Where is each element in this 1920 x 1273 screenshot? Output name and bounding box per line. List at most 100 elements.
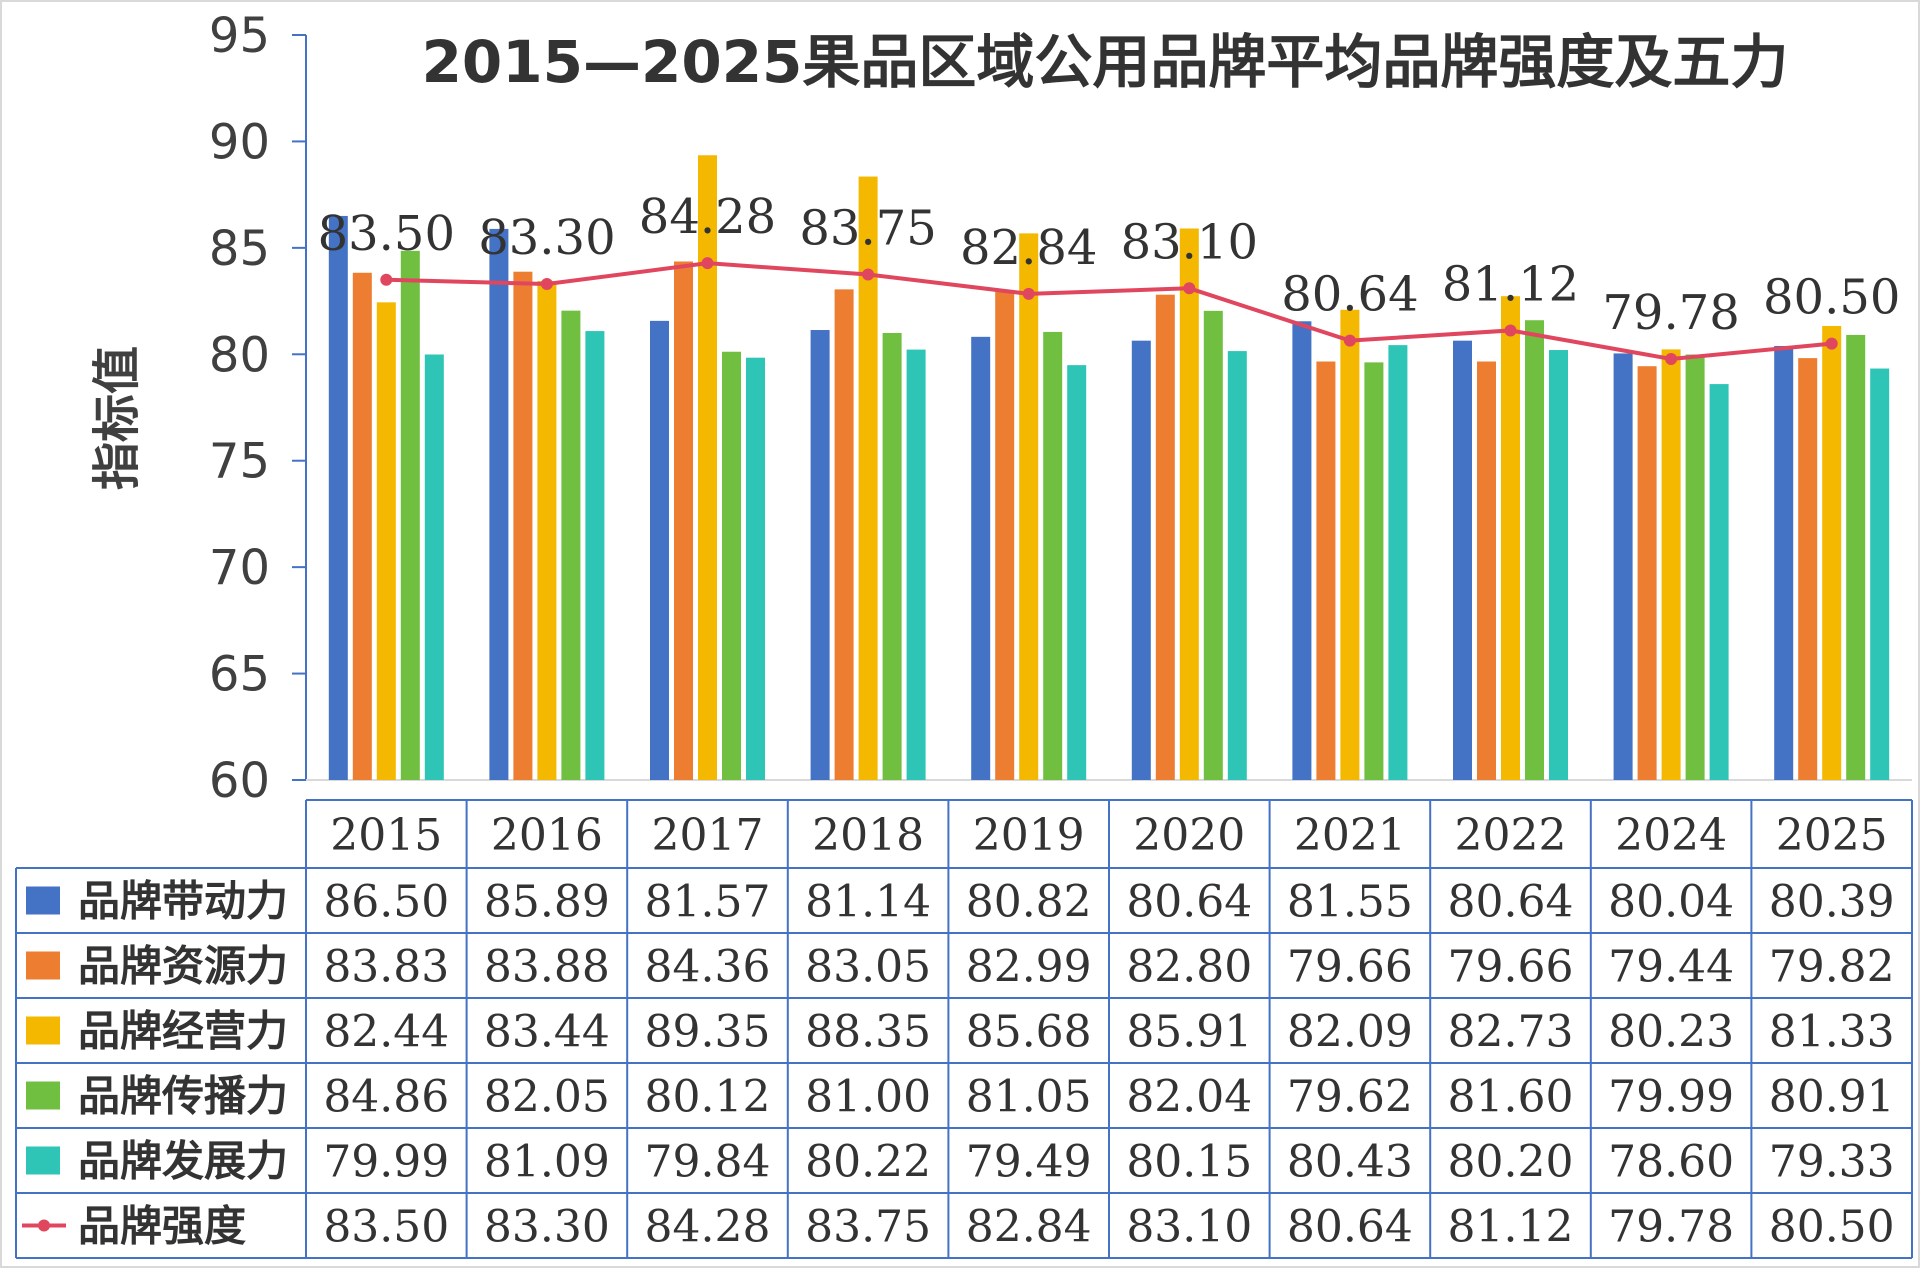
table-cell-品牌传播力-2021: 79.62 — [1287, 1072, 1413, 1123]
bar-品牌发展力-2020 — [1227, 351, 1247, 780]
y-tick-label: 80 — [209, 327, 270, 383]
bar-品牌经营力-2017 — [698, 155, 717, 780]
table-cell-品牌强度-2025: 80.50 — [1769, 1202, 1895, 1253]
data-label-2016: 83.30 — [478, 210, 615, 266]
bar-品牌带动力-2022 — [1453, 340, 1472, 780]
bar-品牌传播力-2024 — [1685, 354, 1705, 780]
legend-swatch-品牌发展力 — [26, 1146, 60, 1175]
bar-品牌传播力-2019 — [1043, 331, 1063, 780]
bar-品牌经营力-2018 — [858, 176, 878, 781]
bar-品牌经营力-2022 — [1501, 296, 1520, 780]
table-cell-品牌带动力-2015: 86.50 — [323, 877, 449, 928]
table-cell-品牌经营力-2019: 85.68 — [966, 1007, 1092, 1058]
y-axis-label: 指标值 — [89, 346, 145, 490]
y-tick-label: 95 — [209, 8, 270, 64]
line-point-2015 — [380, 273, 393, 286]
bar-品牌发展力-2019 — [1067, 365, 1087, 780]
table-cell-品牌经营力-2022: 82.73 — [1448, 1007, 1574, 1058]
y-tick-label: 90 — [209, 114, 270, 170]
table-cell-品牌传播力-2019: 81.05 — [966, 1072, 1092, 1123]
bar-品牌资源力-2021 — [1316, 361, 1336, 780]
data-label-2025: 80.50 — [1763, 270, 1900, 326]
table-cell-品牌资源力-2018: 83.05 — [805, 942, 931, 993]
bar-品牌带动力-2016 — [489, 228, 509, 781]
bar-品牌资源力-2018 — [834, 289, 854, 780]
bar-品牌经营力-2024 — [1661, 349, 1681, 780]
table-cell-品牌资源力-2021: 79.66 — [1287, 942, 1413, 993]
y-tick-label: 75 — [209, 434, 270, 490]
bar-品牌带动力-2017 — [650, 320, 669, 780]
bar-品牌传播力-2022 — [1525, 320, 1544, 780]
bar-品牌传播力-2015 — [400, 250, 420, 780]
table-cell-品牌发展力-2019: 79.49 — [966, 1137, 1092, 1188]
table-cell-品牌传播力-2016: 82.05 — [484, 1072, 610, 1123]
line-point-2025 — [1825, 337, 1838, 350]
table-cell-品牌强度-2017: 84.28 — [645, 1202, 771, 1253]
line-point-2022 — [1504, 324, 1517, 337]
line-point-2020 — [1183, 282, 1196, 295]
legend-label-品牌发展力: 品牌发展力 — [78, 1137, 288, 1186]
table-cell-品牌强度-2016: 83.30 — [484, 1202, 610, 1253]
table-cell-品牌资源力-2024: 79.44 — [1608, 942, 1734, 993]
bar-品牌传播力-2016 — [561, 310, 581, 780]
y-tick-label: 60 — [209, 753, 270, 809]
bar-品牌发展力-2018 — [906, 349, 926, 780]
table-cell-品牌经营力-2017: 89.35 — [645, 1007, 771, 1058]
table-cell-品牌强度-2020: 83.10 — [1126, 1202, 1252, 1253]
bar-品牌资源力-2020 — [1155, 294, 1175, 780]
data-label-2020: 83.10 — [1121, 214, 1258, 270]
table-cell-品牌经营力-2020: 85.91 — [1126, 1007, 1252, 1058]
bar-品牌资源力-2019 — [995, 290, 1015, 780]
bar-品牌带动力-2020 — [1131, 340, 1151, 780]
table-cell-品牌强度-2018: 83.75 — [805, 1202, 931, 1253]
data-label-2018: 83.75 — [799, 200, 936, 256]
data-label-2019: 82.84 — [960, 220, 1097, 276]
table-cell-品牌经营力-2018: 88.35 — [805, 1007, 931, 1058]
legend-label-品牌强度: 品牌强度 — [78, 1202, 246, 1251]
bar-品牌发展力-2021 — [1388, 345, 1408, 780]
table-cell-品牌传播力-2020: 82.04 — [1126, 1072, 1252, 1123]
table-cell-品牌发展力-2024: 78.60 — [1608, 1137, 1734, 1188]
bar-品牌发展力-2017 — [746, 357, 765, 780]
line-point-2017 — [701, 257, 714, 270]
table-cell-品牌发展力-2017: 79.84 — [645, 1137, 771, 1188]
table-cell-品牌经营力-2025: 81.33 — [1769, 1007, 1895, 1058]
bar-品牌经营力-2015 — [376, 302, 396, 780]
table-cell-品牌经营力-2016: 83.44 — [484, 1007, 610, 1058]
x-tick-label-2015: 2015 — [330, 810, 442, 861]
bar-品牌带动力-2018 — [810, 330, 830, 780]
table-cell-品牌发展力-2018: 80.22 — [805, 1137, 931, 1188]
bar-品牌资源力-2022 — [1477, 361, 1496, 780]
data-label-2015: 83.50 — [318, 206, 455, 262]
bar-品牌带动力-2025 — [1774, 345, 1794, 780]
bar-品牌发展力-2025 — [1870, 368, 1890, 780]
line-point-2021 — [1343, 334, 1356, 347]
table-cell-品牌发展力-2025: 79.33 — [1769, 1137, 1895, 1188]
bar-品牌传播力-2020 — [1203, 310, 1223, 780]
x-tick-label-2025: 2025 — [1776, 810, 1888, 861]
bar-品牌带动力-2024 — [1613, 353, 1633, 780]
legend-label-品牌传播力: 品牌传播力 — [78, 1072, 288, 1121]
legend-marker-品牌强度 — [38, 1219, 50, 1232]
x-tick-label-2024: 2024 — [1615, 810, 1727, 861]
legend-swatch-品牌带动力 — [26, 886, 60, 915]
table-cell-品牌传播力-2025: 80.91 — [1769, 1072, 1895, 1123]
x-tick-label-2020: 2020 — [1133, 810, 1245, 861]
table-cell-品牌带动力-2018: 81.14 — [805, 877, 931, 928]
line-品牌强度 — [386, 261, 1832, 361]
table-cell-品牌资源力-2019: 82.99 — [966, 942, 1092, 993]
table-cell-品牌资源力-2025: 79.82 — [1769, 942, 1895, 993]
x-tick-label-2021: 2021 — [1294, 810, 1406, 861]
line-point-2019 — [1022, 287, 1035, 300]
y-tick-label: 70 — [209, 540, 270, 596]
table-cell-品牌发展力-2021: 80.43 — [1287, 1137, 1413, 1188]
x-tick-label-2017: 2017 — [652, 810, 764, 861]
bar-品牌经营力-2016 — [537, 281, 557, 780]
line-point-2018 — [862, 268, 875, 281]
table-cell-品牌经营力-2021: 82.09 — [1287, 1007, 1413, 1058]
table-cell-品牌发展力-2016: 81.09 — [484, 1137, 610, 1188]
bar-品牌资源力-2017 — [674, 261, 693, 781]
table-cell-品牌带动力-2019: 80.82 — [966, 877, 1092, 928]
